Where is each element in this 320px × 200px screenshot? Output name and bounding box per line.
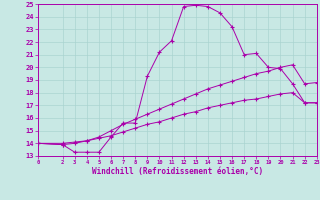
X-axis label: Windchill (Refroidissement éolien,°C): Windchill (Refroidissement éolien,°C) <box>92 167 263 176</box>
